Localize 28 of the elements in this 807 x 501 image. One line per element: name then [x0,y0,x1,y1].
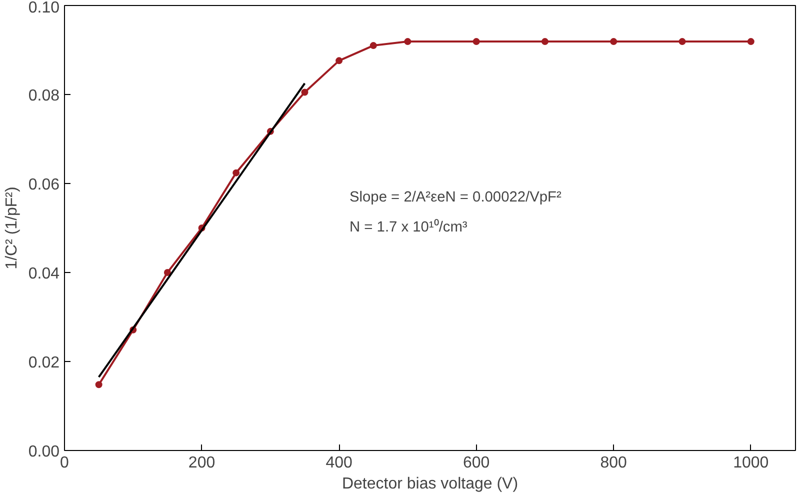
point [678,38,686,46]
annotation: N = 1.7 x 10¹⁰/cm³ [350,218,468,236]
y-tick-label: 0.06 [28,176,60,194]
point [610,38,618,46]
point [747,38,754,46]
point [370,42,377,50]
point [336,57,343,64]
point [472,38,480,46]
x-tick-label: 800 [600,454,628,472]
y-tick-label: 0.10 [28,0,60,16]
y-tick-label: 0.00 [28,444,60,460]
x-tick-label: 1000 [733,454,769,472]
point [404,38,412,46]
y-tick-label: 0.02 [28,354,60,372]
x-tick-label: 600 [462,454,490,472]
point [541,38,548,46]
x-tick-label: 0 [60,454,70,472]
point [301,88,308,96]
annotation: Slope = 2/A²εeN = 0.00022/VpF² [350,190,562,206]
x-tick-label: 200 [188,454,216,472]
x-tick-label: 400 [326,454,353,472]
y-tick-label: 0.04 [28,266,60,282]
point [232,169,240,176]
x-axis-title: Detector bias voltage (V) [342,476,518,492]
y-tick-label: 0.08 [28,88,60,104]
point [164,269,171,276]
y-axis-title: 1/C² (1/pF²) [3,186,20,270]
point [95,381,102,388]
